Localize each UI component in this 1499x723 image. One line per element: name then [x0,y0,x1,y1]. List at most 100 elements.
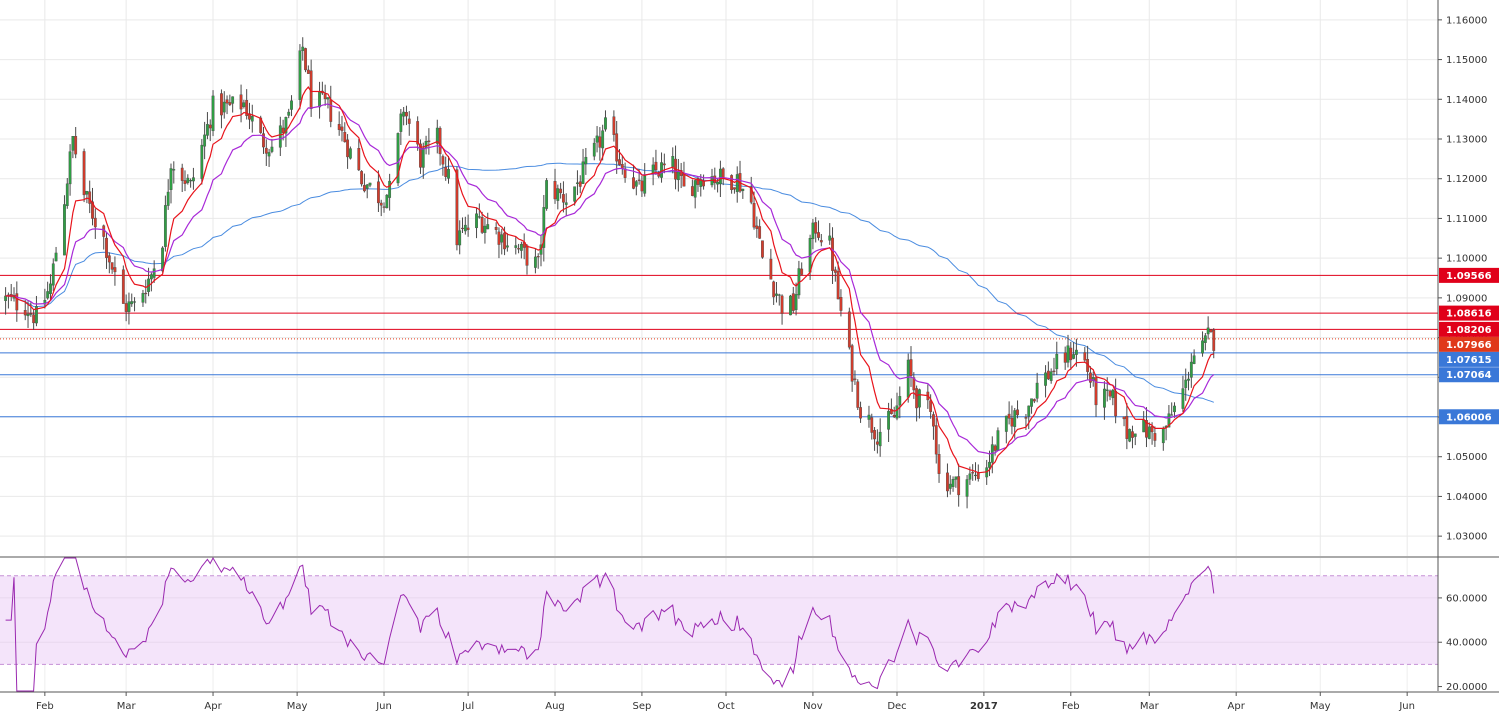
candle [620,155,624,175]
time-axis-labels[interactable]: Feb Mar Apr May Jun Jul Aug Sep Oct Nov Dec 2017 Feb… [36,692,1415,712]
candle [839,289,843,317]
time-tick-label: Apr [1228,701,1246,712]
candle [1145,407,1148,448]
candle [1046,361,1050,381]
candle [1189,353,1193,388]
candle [875,429,879,454]
candle [435,119,439,154]
candle [180,163,184,192]
candle [88,180,92,214]
candle [46,281,50,300]
candle [915,385,919,422]
candle [121,265,125,304]
candle [993,444,997,456]
candle [231,96,235,113]
candle [623,162,627,183]
candle [447,155,450,184]
candle [421,142,425,179]
candle [1035,372,1039,403]
candle [32,309,36,330]
candle [1187,371,1190,391]
candle [946,463,949,498]
candle [239,84,243,123]
candle [581,148,585,184]
candle [267,148,271,167]
candle [749,176,753,205]
candle [306,65,310,74]
candle [878,418,882,457]
candle [1153,426,1157,447]
candle [1181,375,1185,413]
price-tick-label: 1.10000 [1446,254,1487,265]
candle [556,184,560,210]
candle [225,95,229,115]
candle [357,139,361,172]
candle [340,115,344,142]
candle [545,178,549,211]
candle [674,145,677,190]
candle [497,227,501,259]
candle [1103,381,1106,420]
candle [169,163,173,204]
candle [163,195,167,252]
time-tick-label: Mar [1140,701,1160,712]
candle [601,124,605,161]
candle [693,178,697,209]
candle [127,292,131,325]
candle [505,233,509,252]
level-tag-text: 1.08616 [1446,309,1492,320]
candle [43,288,47,309]
rsi-tick-label: 40.0000 [1446,638,1487,649]
candle [326,97,330,109]
candle [388,173,392,211]
rsi-tick-label: 60.0000 [1446,593,1487,604]
candle [26,301,30,328]
candle [769,248,773,280]
candle [304,47,307,73]
time-tick-label: Nov [803,701,823,712]
candle [836,261,840,300]
candle [828,223,832,245]
candle [1111,388,1115,406]
candle [789,294,792,316]
candle [870,413,874,440]
candle [494,222,498,235]
candle [738,160,742,193]
candle [405,105,408,126]
time-tick-label: Jun [1398,701,1415,712]
candle [337,111,341,136]
candle [1066,334,1070,368]
time-tick-label: Apr [204,701,222,712]
candle [951,476,955,492]
candle [416,116,420,151]
candle [733,187,736,194]
candle [124,294,128,322]
candle [133,297,136,312]
candle [51,258,55,291]
time-tick-label: Mar [117,701,137,712]
candle [396,132,400,187]
candle [643,163,647,197]
candle [9,283,13,302]
candle [598,127,602,161]
axes-frame [0,0,1499,693]
candle [455,166,459,251]
candle [553,168,557,204]
candle [427,128,431,155]
candle [954,476,958,488]
candle [208,119,212,142]
candle [85,190,89,204]
price-tick-label: 1.09000 [1446,293,1487,304]
candle [853,370,857,385]
candle [1192,349,1196,365]
candle [990,436,994,474]
candle [1030,398,1033,414]
candle [262,126,265,154]
candle [399,108,403,146]
level-price-tag: 1.08206 [1439,321,1499,337]
candle [402,106,406,126]
candle [105,231,108,269]
candle [996,427,1000,451]
candle [102,224,106,250]
candle [690,179,694,197]
